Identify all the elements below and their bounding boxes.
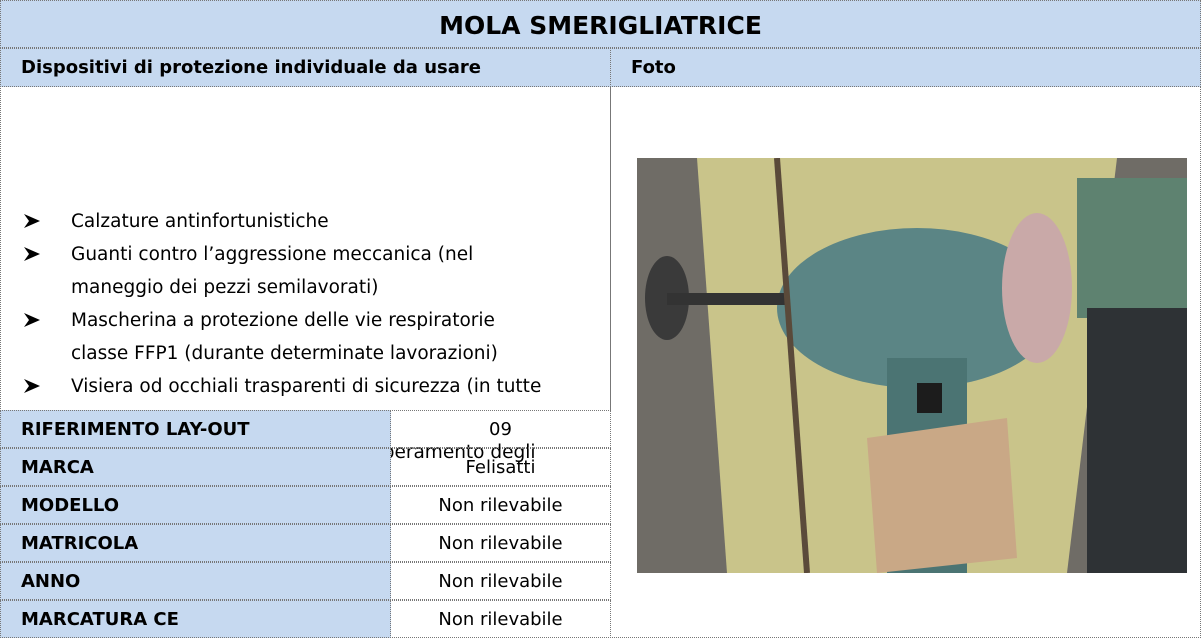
- ppe-item: Calzature antinfortunistiche: [1, 205, 551, 238]
- row-label: MATRICOLA: [0, 524, 391, 562]
- row-value: Felisatti: [390, 448, 611, 486]
- bullet: [24, 379, 40, 393]
- bullet: [24, 247, 40, 261]
- ppe-item: Guanti contro l’aggressione meccanica (n…: [1, 238, 551, 304]
- row-label: MODELLO: [0, 486, 391, 524]
- row-label: MARCA: [0, 448, 391, 486]
- row-value: Non rilevabile: [390, 600, 611, 638]
- row-value: Non rilevabile: [390, 486, 611, 524]
- bullet: [24, 214, 40, 228]
- column-header: Foto: [610, 48, 1201, 87]
- ppe-item: Mascherina a protezione delle vie respir…: [1, 304, 551, 370]
- photo-cell: [610, 86, 1201, 638]
- row-label: MARCATURA CE: [0, 600, 391, 638]
- row-value: Non rilevabile: [390, 524, 611, 562]
- photo: [637, 158, 1187, 573]
- row-label: RIFERIMENTO LAY-OUT: [0, 410, 391, 448]
- row-value: 09: [390, 410, 611, 448]
- row-label: ANNO: [0, 562, 391, 600]
- bullet: [24, 313, 40, 327]
- row-value: Non rilevabile: [390, 562, 611, 600]
- column-header: Dispositivi di protezione individuale da…: [0, 48, 611, 87]
- ppe-cell: Calzature antinfortunistiche Guanti contr…: [0, 86, 611, 496]
- doc-title: MOLA SMERIGLIATRICE: [0, 0, 1201, 48]
